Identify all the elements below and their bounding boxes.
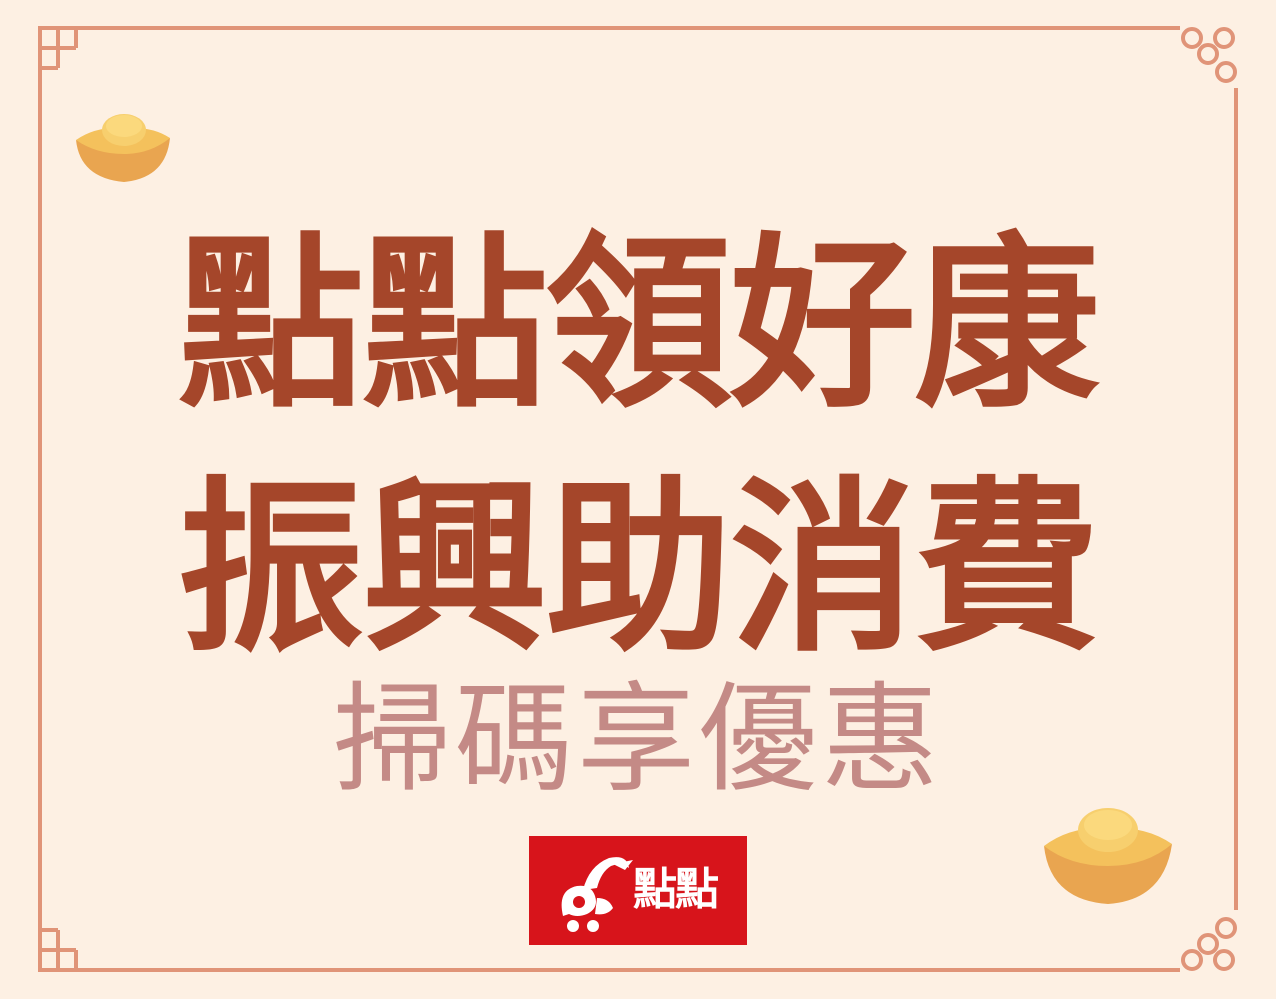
bird-cart-icon bbox=[561, 857, 633, 932]
headline-line-1: 點點領好康 bbox=[177, 216, 1100, 433]
circles-corner-top-right bbox=[1181, 27, 1237, 83]
gold-ingot-icon bbox=[76, 114, 170, 182]
lattice-corner-bottom-left bbox=[38, 910, 1180, 972]
circles-corner-bottom-right bbox=[1181, 917, 1237, 971]
headline-line-2: 振興助消費 bbox=[177, 460, 1100, 677]
subline-text: 掃碼享優惠 bbox=[332, 670, 943, 808]
gold-ingot-icon bbox=[1044, 808, 1172, 904]
logo-wordmark: 點點 bbox=[633, 864, 719, 915]
lattice-corner-top-left bbox=[38, 26, 1180, 910]
brand-logo: 點點 bbox=[529, 836, 747, 945]
